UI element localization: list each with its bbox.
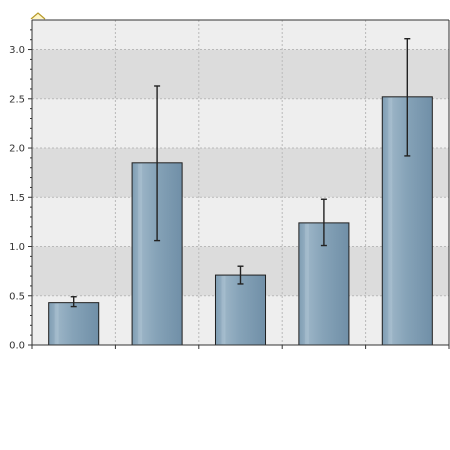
background-band-4 xyxy=(32,98,449,149)
bar-3 xyxy=(214,274,267,346)
tick-labels: 0.0 0.5 1.0 1.5 2.0 2.5 3.0 xyxy=(9,45,25,351)
axes xyxy=(28,19,450,349)
bar-highlight-3 xyxy=(221,276,226,344)
error-bars xyxy=(70,38,411,308)
bar-highlight-2 xyxy=(138,163,143,344)
triangle-up-icon xyxy=(30,12,46,20)
y-tick-label-2: 1.0 xyxy=(9,242,25,253)
background-band-5 xyxy=(32,49,449,99)
bar-highlight-1 xyxy=(54,303,59,344)
bar-highlight-4 xyxy=(304,223,309,344)
y-tick-label-4: 2.0 xyxy=(9,144,25,155)
y-tick-label-1: 0.5 xyxy=(9,291,25,302)
background-band-2 xyxy=(32,197,449,247)
bar-highlight-5 xyxy=(388,97,393,345)
y-tick-label-0: 0.0 xyxy=(9,341,25,352)
y-tick-label-3: 1.5 xyxy=(9,193,25,204)
background-band-3 xyxy=(32,148,449,198)
y-tick-label-6: 3.0 xyxy=(9,45,25,56)
marker-layer xyxy=(30,12,46,20)
y-tick-label-5: 2.5 xyxy=(9,94,25,105)
background-band-6 xyxy=(32,20,449,50)
background-bands xyxy=(32,20,449,345)
